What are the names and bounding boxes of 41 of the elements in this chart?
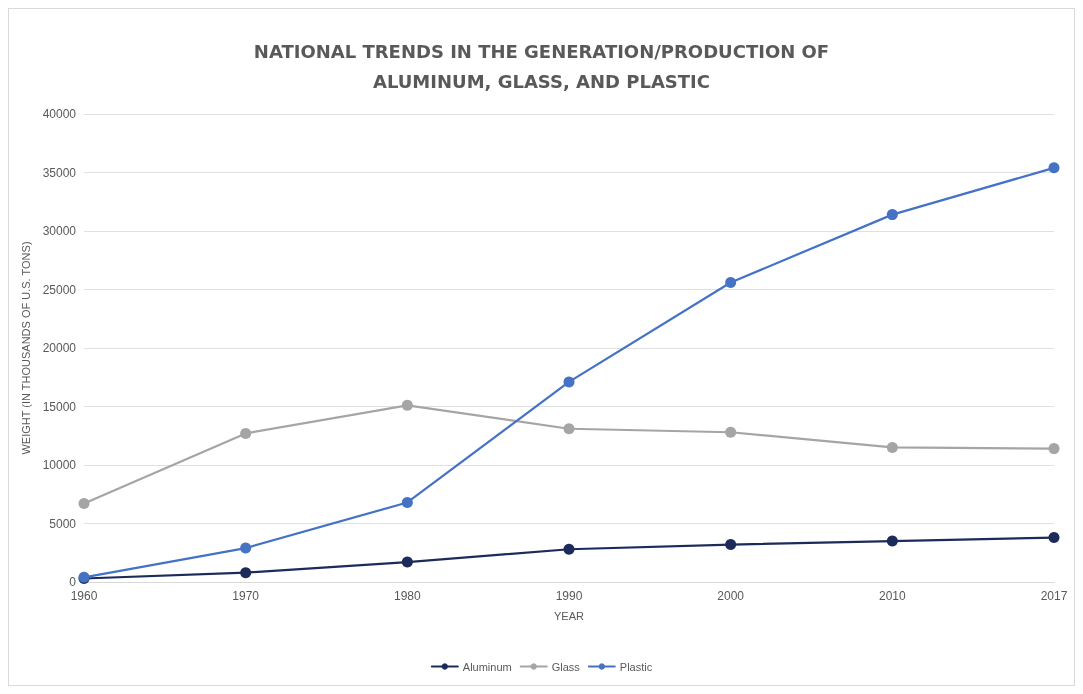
y-tick-label: 20000 [42, 341, 77, 355]
point [401, 556, 413, 568]
x-axis-title: YEAR [554, 609, 585, 622]
y-tick-label: 30000 [42, 224, 77, 238]
point [563, 376, 575, 388]
x-tick-label: 2010 [878, 589, 906, 603]
x-tick-label: 2017 [1040, 589, 1068, 603]
point [240, 567, 252, 579]
y-tick-label: 15000 [42, 399, 77, 414]
point [240, 427, 252, 439]
x-tick-label: 1990 [555, 589, 583, 603]
point [1048, 162, 1060, 174]
point [725, 426, 737, 438]
y-axis-title: WEIGHT (IN THOUSANDS OF U.S. TONS) [20, 241, 33, 455]
point [725, 276, 737, 288]
point [401, 496, 413, 508]
point [886, 441, 898, 453]
x-tick-label: 1980 [393, 589, 421, 603]
y-tick-label: 40000 [42, 107, 77, 121]
point [240, 542, 252, 554]
legend-label: Glass [551, 660, 581, 673]
chart-title: NATIONAL TRENDS IN THE GENERATION/PRODUCTION OF ALUMINUM, GLASS, AND PLASTIC [253, 40, 830, 92]
y-tick-label: 25000 [42, 282, 77, 297]
y-tick-label: 35000 [42, 165, 77, 180]
y-tick-label: 0 [69, 575, 77, 589]
y-tick-label: 10000 [42, 458, 77, 472]
point [563, 423, 575, 435]
y-tick-label: 5000 [49, 516, 77, 531]
point [401, 399, 413, 411]
point [78, 498, 90, 510]
x-tick-label: 1960 [70, 589, 98, 603]
x-tick-label: 2000 [717, 589, 745, 603]
point [563, 543, 575, 555]
point [886, 209, 898, 221]
legend-label: Aluminum [462, 660, 512, 673]
point [1048, 443, 1060, 455]
point [1048, 532, 1060, 544]
point [725, 539, 737, 551]
x-tick-label: 1970 [232, 589, 260, 603]
point [886, 535, 898, 547]
legend-label: Plastic [619, 660, 653, 673]
